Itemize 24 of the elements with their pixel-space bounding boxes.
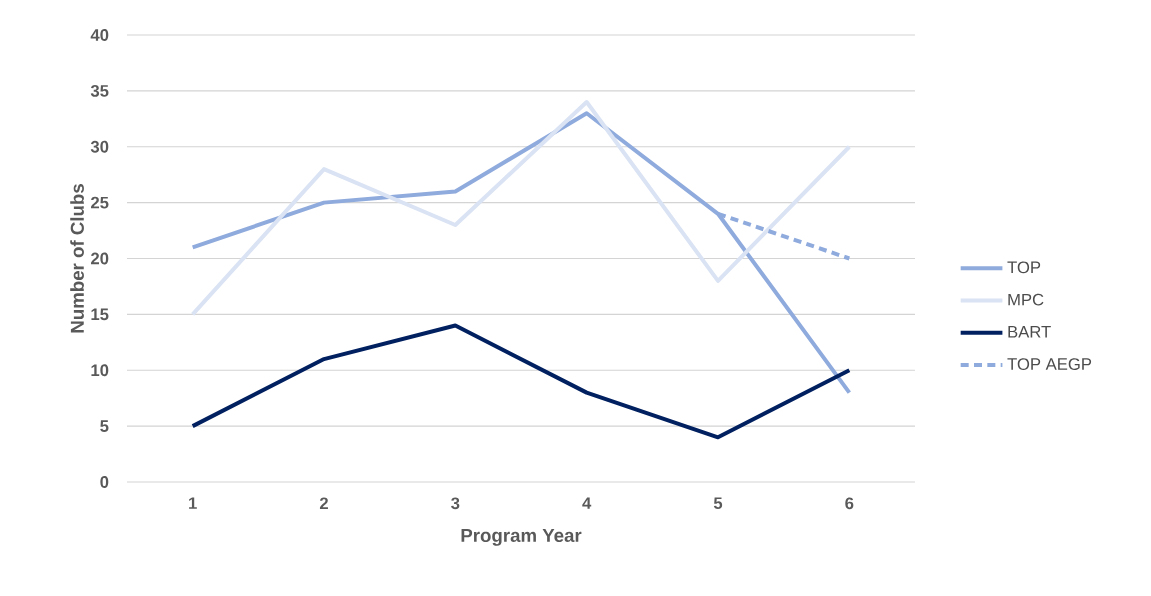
y-tick-label: 20 [91, 252, 109, 265]
legend-label: TOP AEGP [1007, 358, 1092, 370]
line-series [190, 323, 852, 440]
y-tick-label: 5 [100, 420, 109, 432]
x-axis-title: Program Year [461, 529, 582, 546]
legend-label: MPC [1008, 293, 1044, 306]
x-tick-label: 6 [845, 497, 854, 510]
y-tick-label: 15 [91, 308, 109, 321]
line-series [190, 111, 852, 395]
x-tick-label: 4 [582, 497, 592, 509]
y-tick-label: 35 [90, 84, 109, 97]
x-tick-label: 5 [713, 497, 723, 510]
y-tick-label: 40 [90, 29, 109, 41]
legend-label: TOP [1007, 261, 1041, 274]
x-tick-label: 1 [189, 497, 197, 509]
line-series [190, 100, 852, 317]
y-tick-label: 25 [91, 196, 109, 209]
y-tick-label: 30 [90, 140, 109, 153]
legend-label: BART [1008, 326, 1051, 338]
x-tick-label: 3 [451, 497, 460, 510]
y-axis-title: Number of Clubs [70, 184, 84, 333]
y-tick-label: 10 [91, 364, 109, 377]
x-tick-label: 2 [319, 497, 328, 510]
y-tick-label: 0 [100, 476, 109, 488]
